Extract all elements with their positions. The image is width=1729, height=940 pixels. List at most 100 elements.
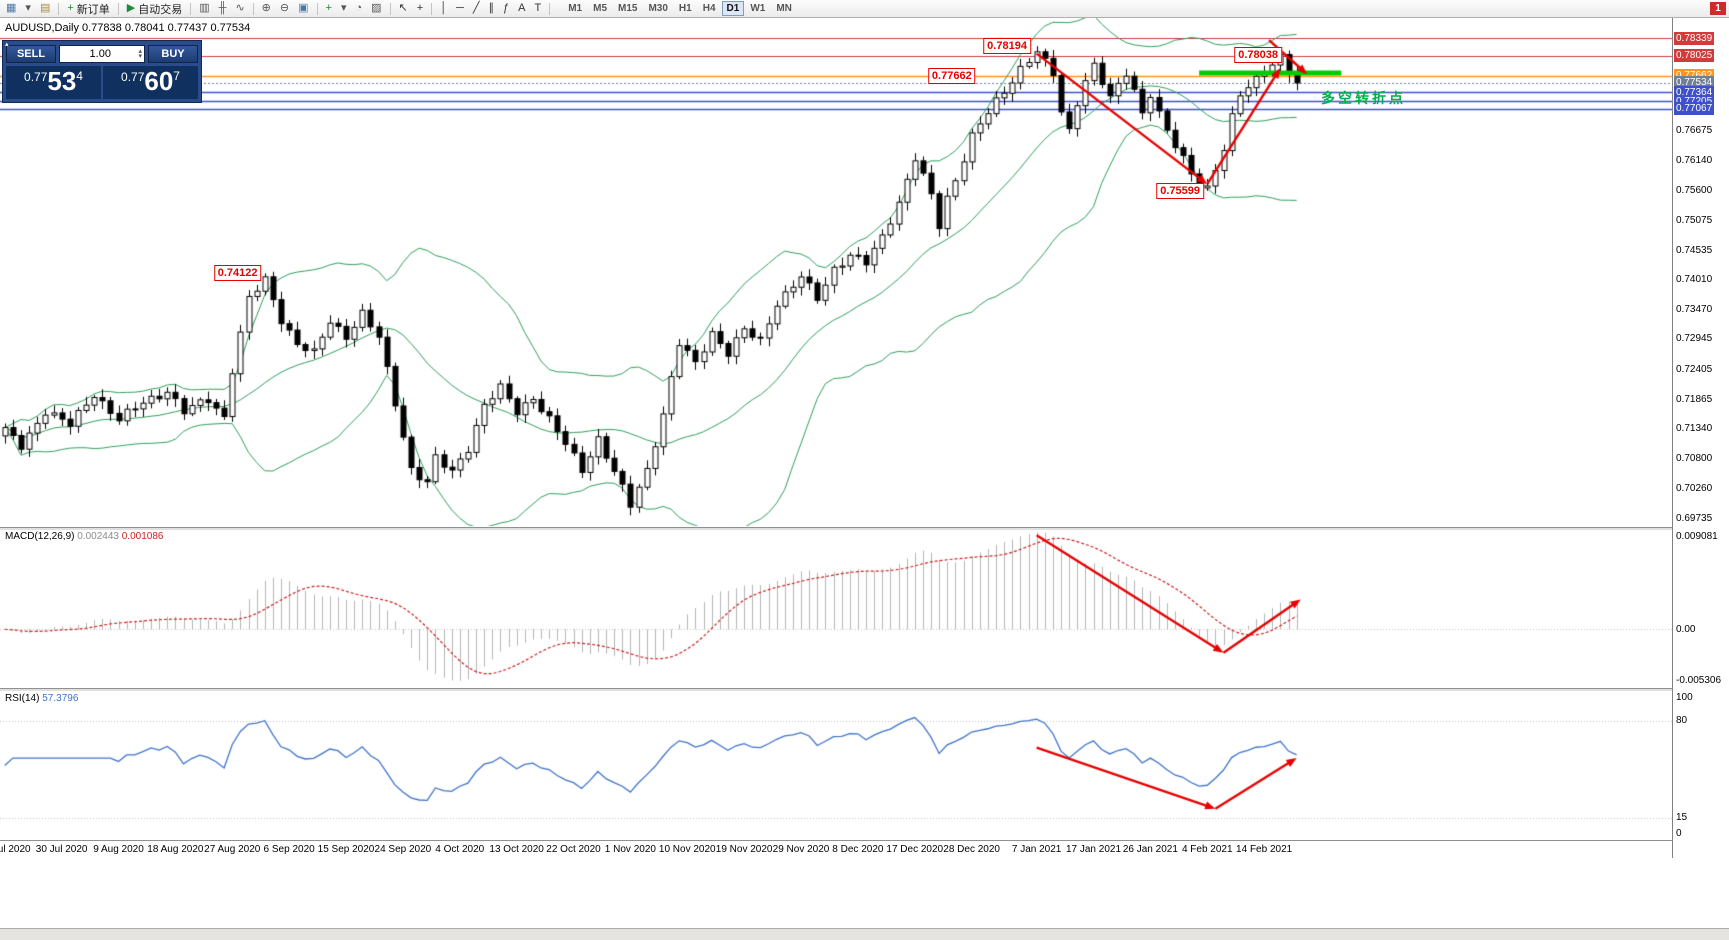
chart-overlay: 多空转折点 0.74122 0.78194 0.77662 0.75599 0.7803… (0, 18, 1672, 858)
zoom-out-button[interactable]: ⊖ (276, 1, 293, 17)
scale-label: 0.77067 (1674, 102, 1715, 116)
price-annotation[interactable]: 0.74122 (213, 265, 262, 282)
spin-down-icon[interactable]: ▾ (138, 53, 142, 60)
scale-label: 0.76675 (1676, 125, 1713, 137)
price-annotation[interactable]: 0.78038 (1234, 46, 1282, 63)
cursor-button[interactable]: ↖ (395, 1, 412, 17)
trendline-tool-button[interactable]: ╱ (469, 1, 484, 17)
price-annotation[interactable]: 0.75599 (1156, 182, 1204, 199)
periods-dropdown-button[interactable]: ◔ (351, 1, 366, 17)
timeframe-m1-button[interactable]: M1 (563, 1, 587, 16)
panel-separator[interactable] (0, 688, 1672, 691)
date-label: 22 Oct 2020 (546, 844, 601, 855)
date-label: 18 Aug 2020 (147, 844, 204, 855)
line-chart-mode-button[interactable]: ∿ (231, 1, 248, 17)
toolbar-separator (252, 2, 254, 15)
timeframe-m30-button[interactable]: M30 (643, 1, 672, 16)
autotrading-button[interactable]: ▶ 自动交易 (123, 1, 186, 17)
price-annotation[interactable]: 0.78194 (983, 38, 1031, 55)
date-label: 1 Nov 2020 (604, 844, 656, 855)
new-order-icon: + (67, 2, 74, 14)
buy-button[interactable]: BUY (148, 45, 198, 63)
date-label: 14 Feb 2021 (1236, 844, 1293, 855)
profiles-button[interactable]: ▤ (36, 1, 54, 17)
zoom-in-button[interactable]: ⊕ (258, 1, 275, 17)
macd-name: MACD(12,26,9) (5, 531, 75, 542)
sell-button[interactable]: SELL (6, 45, 56, 63)
new-order-button[interactable]: + 新订单 (63, 1, 113, 17)
buy-price-big: 60 (144, 66, 174, 96)
date-label: 24 Sep 2020 (374, 844, 432, 855)
toolbar-separator (389, 2, 391, 15)
date-label: 15 Sep 2020 (317, 844, 375, 855)
crosshair-button[interactable]: + (413, 1, 427, 17)
date-label: 17 Dec 2020 (886, 844, 944, 855)
bar-chart-mode-button[interactable]: ▥ (195, 1, 213, 17)
turning-point-label[interactable]: 多空转折点 (1321, 90, 1406, 107)
sell-price[interactable]: 0.77534 (6, 66, 101, 99)
notification-badge[interactable]: 1 (1710, 2, 1726, 15)
date-label: 29 Nov 2020 (772, 844, 830, 855)
scale-label: 0.71865 (1676, 393, 1713, 405)
date-label: 30 Jul 2020 (35, 844, 88, 855)
collapse-panel-icon[interactable]: ▴ (5, 41, 9, 48)
scale-label: 15 (1676, 812, 1688, 824)
new-order-label: 新订单 (76, 3, 110, 16)
bottom-scrollbar[interactable] (0, 928, 1729, 940)
timeframe-m5-button[interactable]: M5 (588, 1, 612, 16)
chart-canvas[interactable] (0, 18, 1672, 858)
fibonacci-tool-button[interactable]: ƒ (499, 1, 513, 17)
timeframe-h1-button[interactable]: H1 (674, 1, 697, 16)
zoom-in-icon: ⊕ (261, 2, 271, 14)
toolbar: ▦ ▾ ▤ + 新订单 ▶ 自动交易 ▥ ╫ ∿ ⊕ ⊖ ▣ + ▾ ◔ ▨ ↖ + │ ─ ╱ ∥ ƒ A T M1 M5 M15 M… (0, 0, 1729, 18)
volume-spinner[interactable]: ▴ ▾ (138, 48, 142, 60)
indicators-dropdown-button[interactable]: ▾ (337, 1, 351, 17)
timeframe-w1-button[interactable]: W1 (745, 1, 770, 16)
toolbar-separator (431, 2, 433, 15)
rsi-value: 57.3796 (42, 693, 79, 704)
bar-chart-mode-icon: ▥ (199, 2, 210, 14)
arrows-tool-button[interactable]: T (530, 1, 545, 17)
date-label: 4 Feb 2021 (1181, 844, 1233, 855)
toolbar-separator (549, 2, 551, 15)
timeframe-h4-button[interactable]: H4 (698, 1, 721, 16)
timeframe-group: M1 M5 M15 M30 H1 H4 D1 W1 MN (563, 1, 797, 16)
scale-label: 0.74010 (1676, 274, 1713, 286)
scale-label: 0.75600 (1676, 185, 1713, 197)
scale-label: 0.76140 (1676, 155, 1713, 167)
toolbar-separator (117, 2, 119, 15)
candlestick-mode-button[interactable]: ╫ (215, 1, 231, 17)
date-label: 26 Jan 2021 (1122, 844, 1178, 855)
text-tool-icon: A (518, 2, 526, 14)
scale-label: 0.69735 (1676, 512, 1713, 524)
timeframe-mn-button[interactable]: MN (771, 1, 797, 16)
panel-separator[interactable] (0, 527, 1672, 530)
price-annotation[interactable]: 0.77662 (927, 67, 976, 84)
date-label: 19 Nov 2020 (715, 844, 773, 855)
new-chart-button[interactable]: ▦ (2, 1, 20, 17)
date-label: 10 Nov 2020 (658, 844, 716, 855)
spin-up-icon[interactable]: ▴ (138, 48, 142, 55)
volume-value[interactable]: 1.00 (89, 48, 111, 60)
new-chart-dropdown-button[interactable]: ▾ (21, 1, 35, 17)
scale-label: 0.78025 (1674, 49, 1715, 63)
price-scale[interactable]: 0.76675 0.76140 0.75600 0.75075 0.74535 0.740… (1672, 18, 1729, 858)
toolbar-items: ▦ ▾ ▤ + 新订单 ▶ 自动交易 ▥ ╫ ∿ ⊕ ⊖ ▣ + ▾ ◔ ▨ ↖ + │ ─ ╱ ∥ ƒ A T (2, 1, 553, 17)
volume-stepper[interactable]: 1.00 ▴ ▾ (59, 45, 145, 63)
scale-label: 0.70800 (1676, 453, 1713, 465)
indicators-dropdown-icon: ▾ (340, 2, 347, 14)
date-label: 13 Oct 2020 (489, 844, 544, 855)
channel-tool-button[interactable]: ∥ (485, 1, 499, 17)
timeframe-m15-button[interactable]: M15 (613, 1, 642, 16)
text-tool-button[interactable]: A (514, 1, 529, 17)
vertical-line-tool-button[interactable]: │ (436, 1, 451, 17)
indicators-button[interactable]: + (322, 1, 336, 17)
horizontal-line-tool-button[interactable]: ─ (452, 1, 468, 17)
crosshair-icon: + (416, 2, 424, 14)
tile-windows-button[interactable]: ▣ (294, 1, 312, 17)
templates-button[interactable]: ▨ (367, 1, 385, 17)
zoom-out-icon: ⊖ (279, 2, 290, 14)
buy-price[interactable]: 0.77607 (103, 66, 198, 99)
timeframe-d1-button[interactable]: D1 (721, 1, 745, 16)
